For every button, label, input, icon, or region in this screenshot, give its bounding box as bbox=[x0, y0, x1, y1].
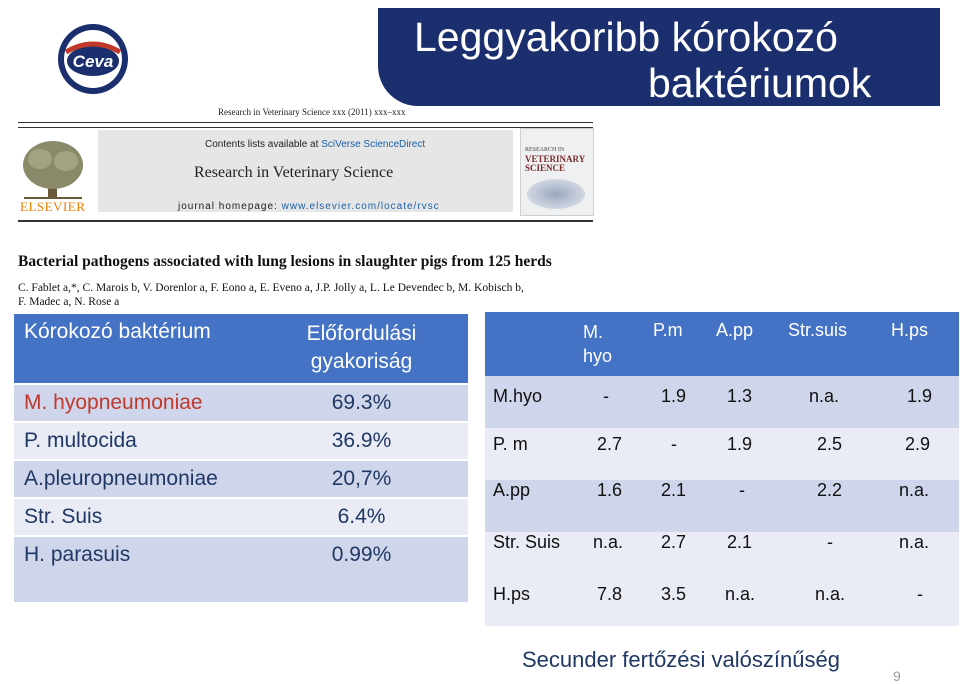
paper-title: Bacterial pathogens associated with lung… bbox=[18, 253, 552, 270]
col-header-hps: H.ps bbox=[891, 320, 929, 340]
pathogen-frequency: 0.99% bbox=[255, 537, 468, 602]
row-label-app: A.pp bbox=[493, 480, 531, 500]
matrix-cell: 3.5 bbox=[661, 584, 687, 604]
matrix-cell: - bbox=[671, 434, 677, 454]
cover-big-title: VETERINARY SCIENCE bbox=[525, 154, 585, 173]
header-rule-bottom bbox=[18, 220, 593, 222]
table-row: A.pleuropneumoniae 20,7% bbox=[14, 461, 468, 497]
pathogen-name: Str. Suis bbox=[14, 499, 255, 535]
journal-cover: RESEARCH IN VETERINARY SCIENCE bbox=[520, 128, 594, 216]
table-row: H. parasuis 0.99% bbox=[14, 537, 468, 602]
matrix-header bbox=[485, 312, 959, 376]
ceva-logo: Ceva bbox=[58, 24, 128, 94]
pathogen-frequency: 69.3% bbox=[255, 385, 468, 421]
pathogen-name: H. parasuis bbox=[14, 537, 255, 602]
table-row: Str. Suis 6.4% bbox=[14, 499, 468, 535]
pathogen-name: A.pleuropneumoniae bbox=[14, 461, 255, 497]
journal-name: Research in Veterinary Science bbox=[194, 164, 394, 181]
title-banner bbox=[378, 8, 940, 106]
matrix-cell: 2.9 bbox=[905, 434, 931, 454]
row-label-pm: P. m bbox=[493, 434, 528, 454]
col-header-strsuis: Str.suis bbox=[788, 320, 848, 340]
matrix-cell: 7.8 bbox=[597, 584, 623, 604]
homepage-link[interactable]: www.elsevier.com/locate/rvsc bbox=[281, 201, 440, 212]
sciencedirect-link[interactable]: SciVerse ScienceDirect bbox=[321, 139, 426, 150]
pathogen-frequency: 6.4% bbox=[255, 499, 468, 535]
matrix-cell: 1.9 bbox=[907, 386, 933, 406]
col-header-pm: P.m bbox=[653, 320, 683, 340]
matrix-band bbox=[485, 376, 959, 428]
matrix-cell: 1.9 bbox=[661, 386, 687, 406]
matrix-cell: - bbox=[917, 584, 923, 604]
matrix-cell: 2.7 bbox=[597, 434, 623, 454]
pathogen-name: M. hyopneumoniae bbox=[14, 385, 255, 421]
journal-banner bbox=[98, 130, 513, 212]
journal-reference: Research in Veterinary Science xxx (2011… bbox=[218, 107, 406, 117]
matrix-cell: 2.2 bbox=[817, 480, 843, 500]
matrix-cell: 2.1 bbox=[661, 480, 687, 500]
slide-title-line1: Leggyakoribb kórokozó bbox=[414, 14, 838, 60]
matrix-cell: n.a. bbox=[593, 532, 624, 552]
pathogen-frequency: 36.9% bbox=[255, 423, 468, 459]
coinfection-matrix: M. hyo P.m A.pp Str.suis H.ps M.hyo - 1.… bbox=[485, 312, 959, 626]
matrix-cell: n.a. bbox=[809, 386, 840, 406]
matrix-cell: 2.5 bbox=[817, 434, 843, 454]
paper-authors: C. Fablet a,*, C. Marois b, V. Dorenlor … bbox=[18, 281, 578, 309]
pathogen-frequency: 20,7% bbox=[255, 461, 468, 497]
matrix-cell: n.a. bbox=[899, 480, 930, 500]
cover-small-title: RESEARCH IN bbox=[525, 147, 565, 153]
matrix-cell: 1.9 bbox=[727, 434, 753, 454]
matrix-band bbox=[485, 480, 959, 532]
table-row: M. hyopneumoniae 69.3% bbox=[14, 385, 468, 421]
col-header-app: A.pp bbox=[716, 320, 754, 340]
contents-prefix: Contents lists available at bbox=[205, 139, 319, 150]
matrix-cell: - bbox=[827, 532, 833, 552]
header-pathogen: Kórokozó baktérium bbox=[14, 314, 255, 383]
elsevier-wordmark: ELSEVIER bbox=[20, 199, 86, 214]
row-label-mhyo: M.hyo bbox=[493, 386, 543, 406]
col-header-mhyo: M. hyo bbox=[583, 322, 613, 366]
prevalence-header-row: Kórokozó baktérium Előfordulási gyakoris… bbox=[14, 314, 468, 383]
homepage-prefix: journal homepage: bbox=[178, 201, 278, 212]
matrix-cell: - bbox=[739, 480, 745, 500]
matrix-cell: 2.1 bbox=[727, 532, 753, 552]
prevalence-table: Kórokozó baktérium Előfordulási gyakoris… bbox=[14, 312, 468, 604]
elsevier-tree-logo bbox=[23, 141, 83, 199]
header-rule-top bbox=[18, 122, 593, 123]
matrix-cell: 1.3 bbox=[727, 386, 753, 406]
pathogen-name: P. multocida bbox=[14, 423, 255, 459]
matrix-cell: n.a. bbox=[815, 584, 846, 604]
journal-homepage: journal homepage: www.elsevier.com/locat… bbox=[178, 201, 440, 212]
matrix-cell: 1.6 bbox=[597, 480, 623, 500]
header-frequency: Előfordulási gyakoriság bbox=[255, 314, 468, 383]
authors-line2: F. Madec a, N. Rose a bbox=[18, 296, 120, 308]
matrix-cell: n.a. bbox=[899, 532, 930, 552]
logo-text: Ceva bbox=[73, 52, 114, 71]
contents-line: Contents lists available at SciVerse Sci… bbox=[205, 139, 425, 150]
matrix-cell: 2.7 bbox=[661, 532, 687, 552]
row-label-strsuis: Str. Suis bbox=[493, 532, 561, 552]
page-number: 9 bbox=[893, 668, 901, 684]
slide-footer: Secunder fertőzési valószínűség bbox=[522, 647, 840, 672]
slide-title-line2: baktériumok bbox=[648, 60, 872, 106]
authors-line1: C. Fablet a,*, C. Marois b, V. Dorenlor … bbox=[18, 282, 524, 294]
header-rule-2 bbox=[18, 127, 593, 128]
matrix-cell: n.a. bbox=[725, 584, 756, 604]
matrix-cell: - bbox=[603, 386, 609, 406]
table-row: P. multocida 36.9% bbox=[14, 423, 468, 459]
row-label-hps: H.ps bbox=[493, 584, 531, 604]
cover-image bbox=[527, 179, 585, 209]
